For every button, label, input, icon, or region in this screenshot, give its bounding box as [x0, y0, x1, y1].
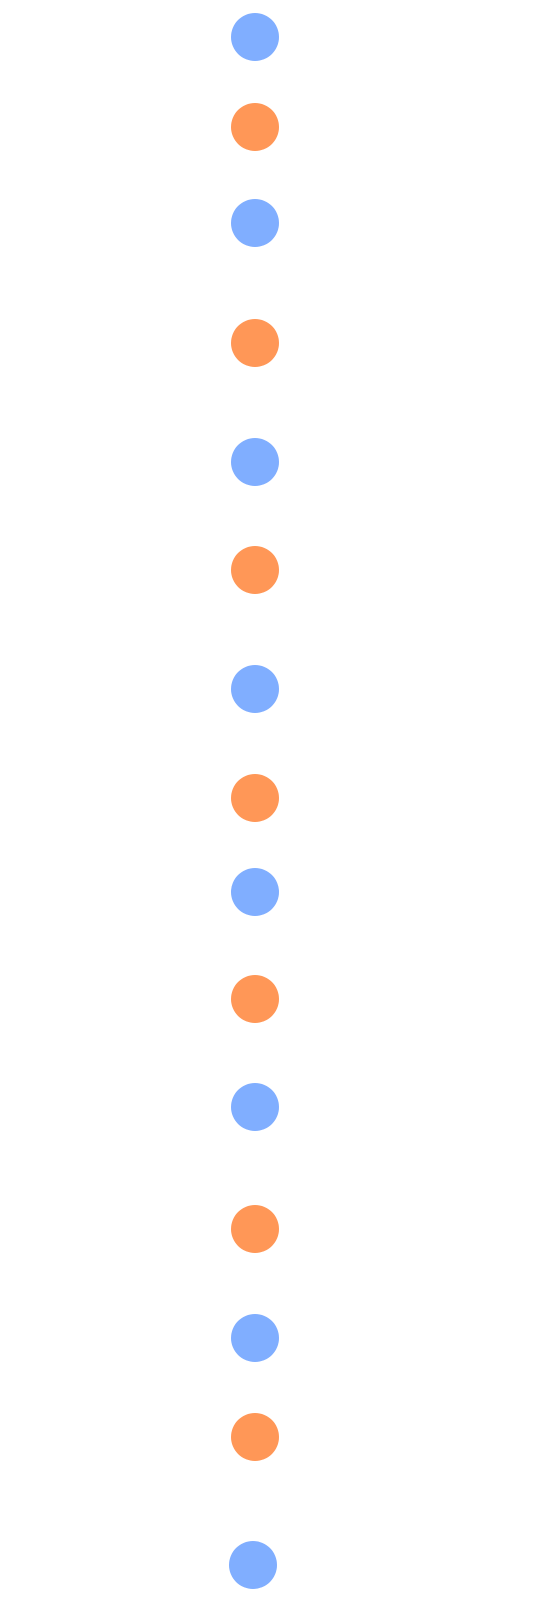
orange-dot [231, 1413, 279, 1461]
blue-dot [231, 438, 279, 486]
orange-dot [231, 103, 279, 151]
orange-dot [231, 1205, 279, 1253]
orange-dot [231, 546, 279, 594]
orange-dot [231, 975, 279, 1023]
blue-dot [231, 868, 279, 916]
blue-dot [231, 199, 279, 247]
blue-dot [231, 665, 279, 713]
orange-dot [231, 774, 279, 822]
orange-dot [231, 319, 279, 367]
blue-dot [231, 1083, 279, 1131]
blue-dot [231, 13, 279, 61]
blue-dot [229, 1541, 277, 1589]
blue-dot [231, 1314, 279, 1362]
